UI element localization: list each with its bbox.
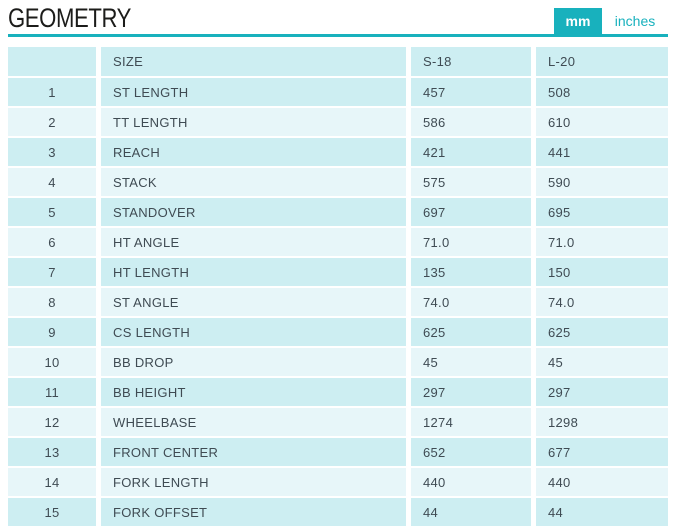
- table-row: 10 BB DROP 45 45: [8, 348, 668, 376]
- row-value-s18: 1274: [411, 408, 531, 436]
- row-value-s18: 697: [411, 198, 531, 226]
- row-number: 9: [8, 318, 96, 346]
- row-number: 12: [8, 408, 96, 436]
- row-number: 13: [8, 438, 96, 466]
- row-number: 15: [8, 498, 96, 526]
- row-number: 6: [8, 228, 96, 256]
- row-number: 8: [8, 288, 96, 316]
- table-row: 11 BB HEIGHT 297 297: [8, 378, 668, 406]
- row-label: STANDOVER: [101, 198, 406, 226]
- row-value-l20: 74.0: [536, 288, 668, 316]
- table-row: 3 REACH 421 441: [8, 138, 668, 166]
- row-value-s18: 421: [411, 138, 531, 166]
- table-row: 5 STANDOVER 697 695: [8, 198, 668, 226]
- unit-toggle: mm inches: [554, 8, 668, 34]
- header-cell-s18: S-18: [411, 47, 531, 76]
- row-value-s18: 44: [411, 498, 531, 526]
- geometry-table: SIZE S-18 L-20 1 ST LENGTH 457 508 2 TT …: [8, 47, 668, 526]
- row-number: 7: [8, 258, 96, 286]
- table-row: 8 ST ANGLE 74.0 74.0: [8, 288, 668, 316]
- table-body: 1 ST LENGTH 457 508 2 TT LENGTH 586 610 …: [8, 78, 668, 526]
- table-row: 6 HT ANGLE 71.0 71.0: [8, 228, 668, 256]
- row-label: BB HEIGHT: [101, 378, 406, 406]
- table-row: 9 CS LENGTH 625 625: [8, 318, 668, 346]
- row-value-l20: 71.0: [536, 228, 668, 256]
- unit-inches-button[interactable]: inches: [602, 8, 668, 34]
- row-value-s18: 135: [411, 258, 531, 286]
- row-value-s18: 297: [411, 378, 531, 406]
- unit-mm-button[interactable]: mm: [554, 8, 602, 34]
- page-title: GEOMETRY: [8, 3, 132, 33]
- row-value-l20: 625: [536, 318, 668, 346]
- row-number: 3: [8, 138, 96, 166]
- table-row: 15 FORK OFFSET 44 44: [8, 498, 668, 526]
- row-value-l20: 45: [536, 348, 668, 376]
- row-label: FRONT CENTER: [101, 438, 406, 466]
- row-number: 1: [8, 78, 96, 106]
- row-value-l20: 297: [536, 378, 668, 406]
- accent-divider: [8, 34, 668, 37]
- row-value-l20: 677: [536, 438, 668, 466]
- row-value-l20: 44: [536, 498, 668, 526]
- row-value-s18: 652: [411, 438, 531, 466]
- row-value-l20: 440: [536, 468, 668, 496]
- header-cell-l20: L-20: [536, 47, 668, 76]
- row-value-s18: 440: [411, 468, 531, 496]
- row-label: HT ANGLE: [101, 228, 406, 256]
- row-number: 10: [8, 348, 96, 376]
- row-value-s18: 586: [411, 108, 531, 136]
- table-header-row: SIZE S-18 L-20: [8, 47, 668, 76]
- row-value-l20: 150: [536, 258, 668, 286]
- table-row: 4 STACK 575 590: [8, 168, 668, 196]
- row-value-l20: 441: [536, 138, 668, 166]
- row-label: BB DROP: [101, 348, 406, 376]
- row-number: 11: [8, 378, 96, 406]
- header-cell-size: SIZE: [101, 47, 406, 76]
- row-label: FORK OFFSET: [101, 498, 406, 526]
- row-number: 5: [8, 198, 96, 226]
- row-value-l20: 590: [536, 168, 668, 196]
- table-row: 12 WHEELBASE 1274 1298: [8, 408, 668, 436]
- row-label: ST ANGLE: [101, 288, 406, 316]
- row-value-l20: 1298: [536, 408, 668, 436]
- table-row: 2 TT LENGTH 586 610: [8, 108, 668, 136]
- row-value-s18: 71.0: [411, 228, 531, 256]
- row-value-s18: 74.0: [411, 288, 531, 316]
- table-row: 1 ST LENGTH 457 508: [8, 78, 668, 106]
- table-row: 13 FRONT CENTER 652 677: [8, 438, 668, 466]
- row-label: CS LENGTH: [101, 318, 406, 346]
- header-cell-number: [8, 47, 96, 76]
- row-value-s18: 575: [411, 168, 531, 196]
- row-label: TT LENGTH: [101, 108, 406, 136]
- table-row: 14 FORK LENGTH 440 440: [8, 468, 668, 496]
- row-label: WHEELBASE: [101, 408, 406, 436]
- row-number: 4: [8, 168, 96, 196]
- row-label: HT LENGTH: [101, 258, 406, 286]
- row-label: ST LENGTH: [101, 78, 406, 106]
- row-label: STACK: [101, 168, 406, 196]
- row-value-s18: 457: [411, 78, 531, 106]
- row-number: 2: [8, 108, 96, 136]
- row-value-l20: 695: [536, 198, 668, 226]
- row-number: 14: [8, 468, 96, 496]
- row-value-l20: 508: [536, 78, 668, 106]
- row-label: FORK LENGTH: [101, 468, 406, 496]
- row-value-l20: 610: [536, 108, 668, 136]
- row-value-s18: 625: [411, 318, 531, 346]
- topbar: GEOMETRY mm inches: [8, 0, 668, 42]
- row-label: REACH: [101, 138, 406, 166]
- table-row: 7 HT LENGTH 135 150: [8, 258, 668, 286]
- row-value-s18: 45: [411, 348, 531, 376]
